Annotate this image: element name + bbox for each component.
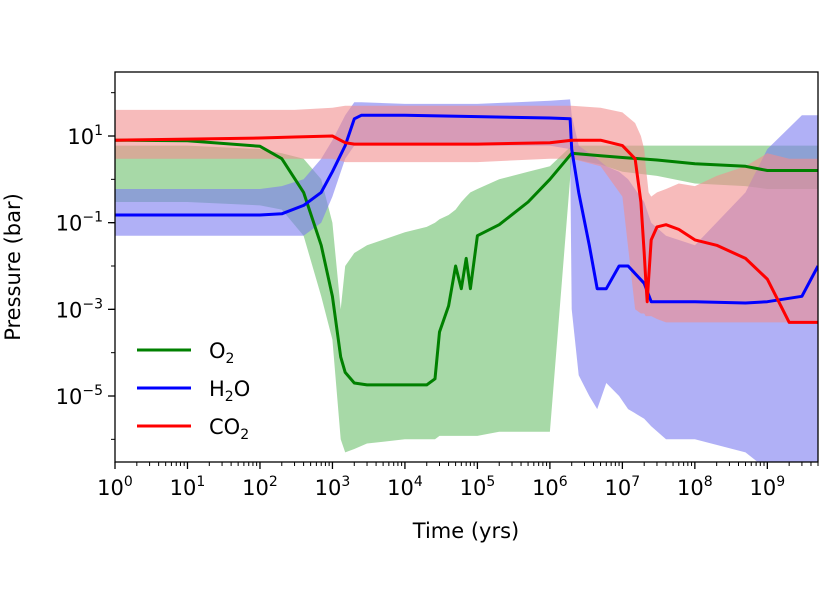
line-co2 xyxy=(115,134,818,324)
y-axis: 101 10−1 10−3 10−5 xyxy=(56,92,115,440)
x-tick-label: 100 xyxy=(97,474,133,500)
y-tick-label: 101 xyxy=(67,123,103,149)
x-tick-label: 108 xyxy=(677,474,713,500)
x-tick-label: 105 xyxy=(460,474,496,500)
x-tick-label: 102 xyxy=(242,474,278,500)
legend-label-co2: CO2 xyxy=(209,415,249,443)
x-tick-label: 103 xyxy=(315,474,351,500)
legend-label-o2: O2 xyxy=(209,339,234,367)
y-tick-label: 10−1 xyxy=(56,210,103,236)
x-tick-label: 104 xyxy=(387,474,423,500)
band-o2 xyxy=(115,145,818,453)
series-lines xyxy=(115,113,818,387)
y-tick-label: 10−5 xyxy=(56,383,103,409)
x-tick-label: 101 xyxy=(170,474,206,500)
x-axis: 100 101 102 103 104 105 106 107 108 109 xyxy=(97,462,819,500)
y-axis-title: Pressure (bar) xyxy=(1,193,25,341)
line-h2o xyxy=(115,113,818,305)
x-tick-label: 107 xyxy=(605,474,641,500)
band-h2o xyxy=(115,99,818,462)
x-tick-label: 106 xyxy=(532,474,568,500)
x-axis-title: Time (yrs) xyxy=(412,519,519,543)
x-tick-label: 109 xyxy=(750,474,786,500)
legend: O2 H2O CO2 xyxy=(137,339,250,443)
line-o2 xyxy=(115,138,818,387)
y-tick-label: 10−3 xyxy=(56,296,103,322)
legend-label-h2o: H2O xyxy=(209,377,250,405)
